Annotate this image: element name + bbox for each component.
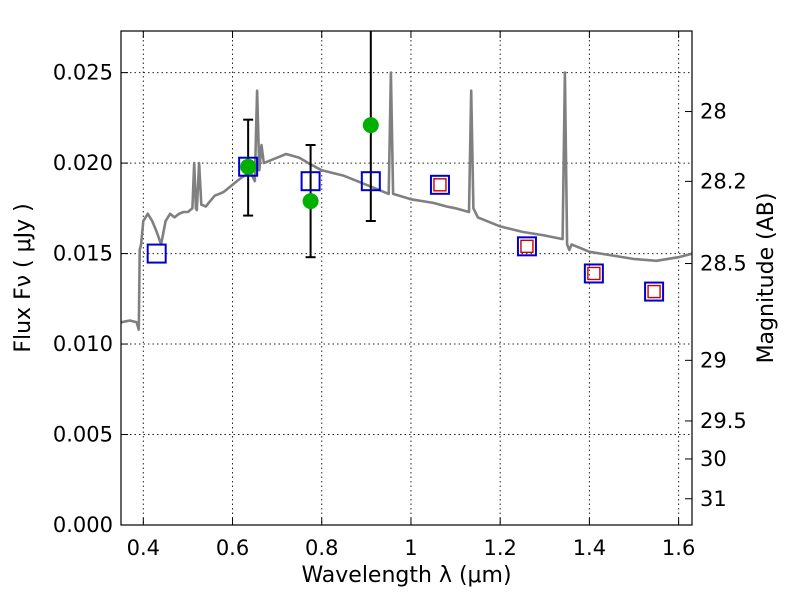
- x-tick-label: 0.4: [127, 536, 160, 560]
- spectrum-line: [121, 71, 692, 331]
- x-axis-label: Wavelength λ (μm): [301, 563, 511, 588]
- plot-frame: [120, 30, 693, 526]
- y-tick-label: 0.015: [53, 242, 113, 266]
- y-tick-label: 0.025: [53, 61, 113, 85]
- grid-layer: [121, 31, 692, 525]
- model-square: [516, 236, 537, 257]
- model-square-inner: [520, 239, 534, 254]
- x-tick-label: 0.6: [216, 536, 249, 560]
- right-tick-label: 31: [700, 487, 727, 511]
- y-tick-label: 0.010: [53, 332, 113, 356]
- model-square-inner: [587, 266, 601, 281]
- observed-point: [240, 158, 257, 175]
- x-tick-label: 1: [404, 536, 417, 560]
- right-tick-label: 28: [700, 100, 727, 124]
- model-square-inner: [433, 178, 447, 192]
- y-tick-label: 0.000: [53, 513, 113, 537]
- model-square: [360, 171, 381, 192]
- marks-layer: [146, 31, 665, 302]
- x-tick-label: 1.6: [662, 536, 695, 560]
- right-tick-label: 29: [700, 348, 727, 372]
- right-axis-label: Magnitude (AB): [754, 193, 779, 364]
- right-tick-label: 28.2: [700, 169, 747, 193]
- x-tick-label: 1.4: [573, 536, 606, 560]
- y-tick-label: 0.020: [53, 151, 113, 175]
- y-axis-label: Flux Fν ( μJy ): [11, 203, 36, 352]
- x-tick-label: 1.2: [483, 536, 516, 560]
- model-square: [644, 281, 665, 302]
- x-tick-label: 0.8: [305, 536, 338, 560]
- model-square: [300, 171, 321, 192]
- right-tick-label: 28.5: [700, 252, 747, 276]
- spectrum-layer: [121, 71, 692, 331]
- y-tick-label: 0.005: [53, 423, 113, 447]
- model-square: [429, 174, 450, 195]
- right-tick-label: 29.5: [700, 409, 747, 433]
- observed-point: [362, 117, 379, 134]
- model-square: [146, 243, 167, 264]
- model-square-inner: [647, 284, 661, 299]
- right-tick-label: 30: [700, 447, 727, 471]
- axes-layer: 0.4 0.6 0.8 1 1.2 1.4 1.6 0.000 0.005 0.010 0.015 0…: [53, 31, 747, 560]
- model-square: [583, 263, 604, 284]
- observed-point: [302, 193, 319, 210]
- model-square: [238, 156, 259, 177]
